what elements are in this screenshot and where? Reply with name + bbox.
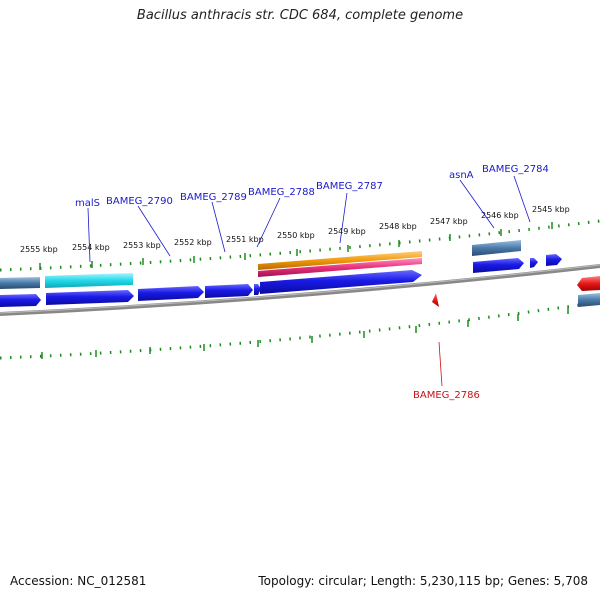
- gene-block-asnA-steel[interactable]: [472, 240, 521, 256]
- gene-arrow-red-right[interactable]: [577, 276, 600, 291]
- label-leaders: [87, 175, 531, 387]
- gene-arrow-BAMEG_2790[interactable]: [138, 286, 204, 301]
- leader-BAMEG_2788: [256, 197, 281, 248]
- gene-arrow-BAMEG_2786[interactable]: [432, 293, 439, 307]
- gene-arrow-BAMEG_2787[interactable]: [260, 270, 422, 294]
- gene-label-BAMEG_2787[interactable]: BAMEG_2787: [316, 181, 383, 192]
- gene-arrow-asnA[interactable]: [473, 258, 524, 273]
- outer-scale-ticks: [0, 219, 600, 272]
- scale-label: 2548 kbp: [379, 222, 417, 231]
- gene-label-malS[interactable]: malS: [75, 198, 100, 209]
- leader-BAMEG_2789: [211, 201, 226, 253]
- scale-label: 2549 kbp: [328, 227, 366, 236]
- scale-labels: 2555 kbp 2554 kbp 2553 kbp 2552 kbp 2551…: [20, 205, 570, 254]
- gene-label-BAMEG_2790[interactable]: BAMEG_2790: [106, 196, 173, 207]
- genome-backbone: [0, 264, 600, 316]
- gene-label-BAMEG_2784[interactable]: BAMEG_2784: [482, 164, 549, 175]
- gene-label-BAMEG_2786[interactable]: BAMEG_2786: [413, 390, 480, 401]
- gene-arrow-BAMEG_2784[interactable]: [546, 254, 562, 266]
- inner-scale-ticks: [0, 300, 600, 360]
- gene-block-steel-right[interactable]: [578, 293, 600, 307]
- gene-label-BAMEG_2789[interactable]: BAMEG_2789: [180, 192, 247, 203]
- gene-block-steel-left[interactable]: [0, 277, 40, 289]
- gene-arrow[interactable]: [0, 294, 41, 307]
- gene-label-BAMEG_2788[interactable]: BAMEG_2788: [248, 187, 315, 198]
- gene-labels: malS BAMEG_2790 BAMEG_2789 BAMEG_2788 BA…: [75, 164, 549, 401]
- scale-label: 2545 kbp: [532, 205, 570, 214]
- gene-label-asnA[interactable]: asnA: [449, 170, 474, 181]
- scale-label: 2553 kbp: [123, 241, 161, 250]
- scale-label: 2551 kbp: [226, 235, 264, 244]
- scale-label: 2550 kbp: [277, 231, 315, 240]
- leader-BAMEG_2786: [438, 341, 443, 387]
- gene-arrow-malS[interactable]: [46, 290, 134, 305]
- scale-label: 2547 kbp: [430, 217, 468, 226]
- gene-block-malS-rna[interactable]: [45, 273, 133, 288]
- scale-label: 2546 kbp: [481, 211, 519, 220]
- gene-block-orange[interactable]: [258, 251, 422, 270]
- map-title: Bacillus anthracis str. CDC 684, complet…: [136, 8, 464, 23]
- genome-backbone-highlight: [0, 264, 600, 314]
- gene-arrow-BAMEG_2788[interactable]: [254, 284, 261, 295]
- leader-malS: [87, 207, 91, 263]
- genome-summary-text: Topology: circular; Length: 5,230,115 bp…: [258, 574, 588, 588]
- feature-track-lower: [0, 254, 600, 307]
- leader-asnA: [459, 179, 495, 229]
- feature-track-upper: [0, 240, 521, 289]
- scale-label: 2552 kbp: [174, 238, 212, 247]
- scale-label: 2554 kbp: [72, 243, 110, 252]
- gene-arrow-BAMEG_2789[interactable]: [205, 284, 253, 298]
- leader-BAMEG_2790: [137, 205, 171, 257]
- leader-BAMEG_2784: [513, 175, 531, 223]
- leader-BAMEG_2787: [339, 192, 348, 244]
- accession-text: Accession: NC_012581: [10, 574, 147, 588]
- gene-arrow-small[interactable]: [530, 258, 538, 268]
- gene-block-pink[interactable]: [258, 258, 422, 277]
- scale-label: 2555 kbp: [20, 245, 58, 254]
